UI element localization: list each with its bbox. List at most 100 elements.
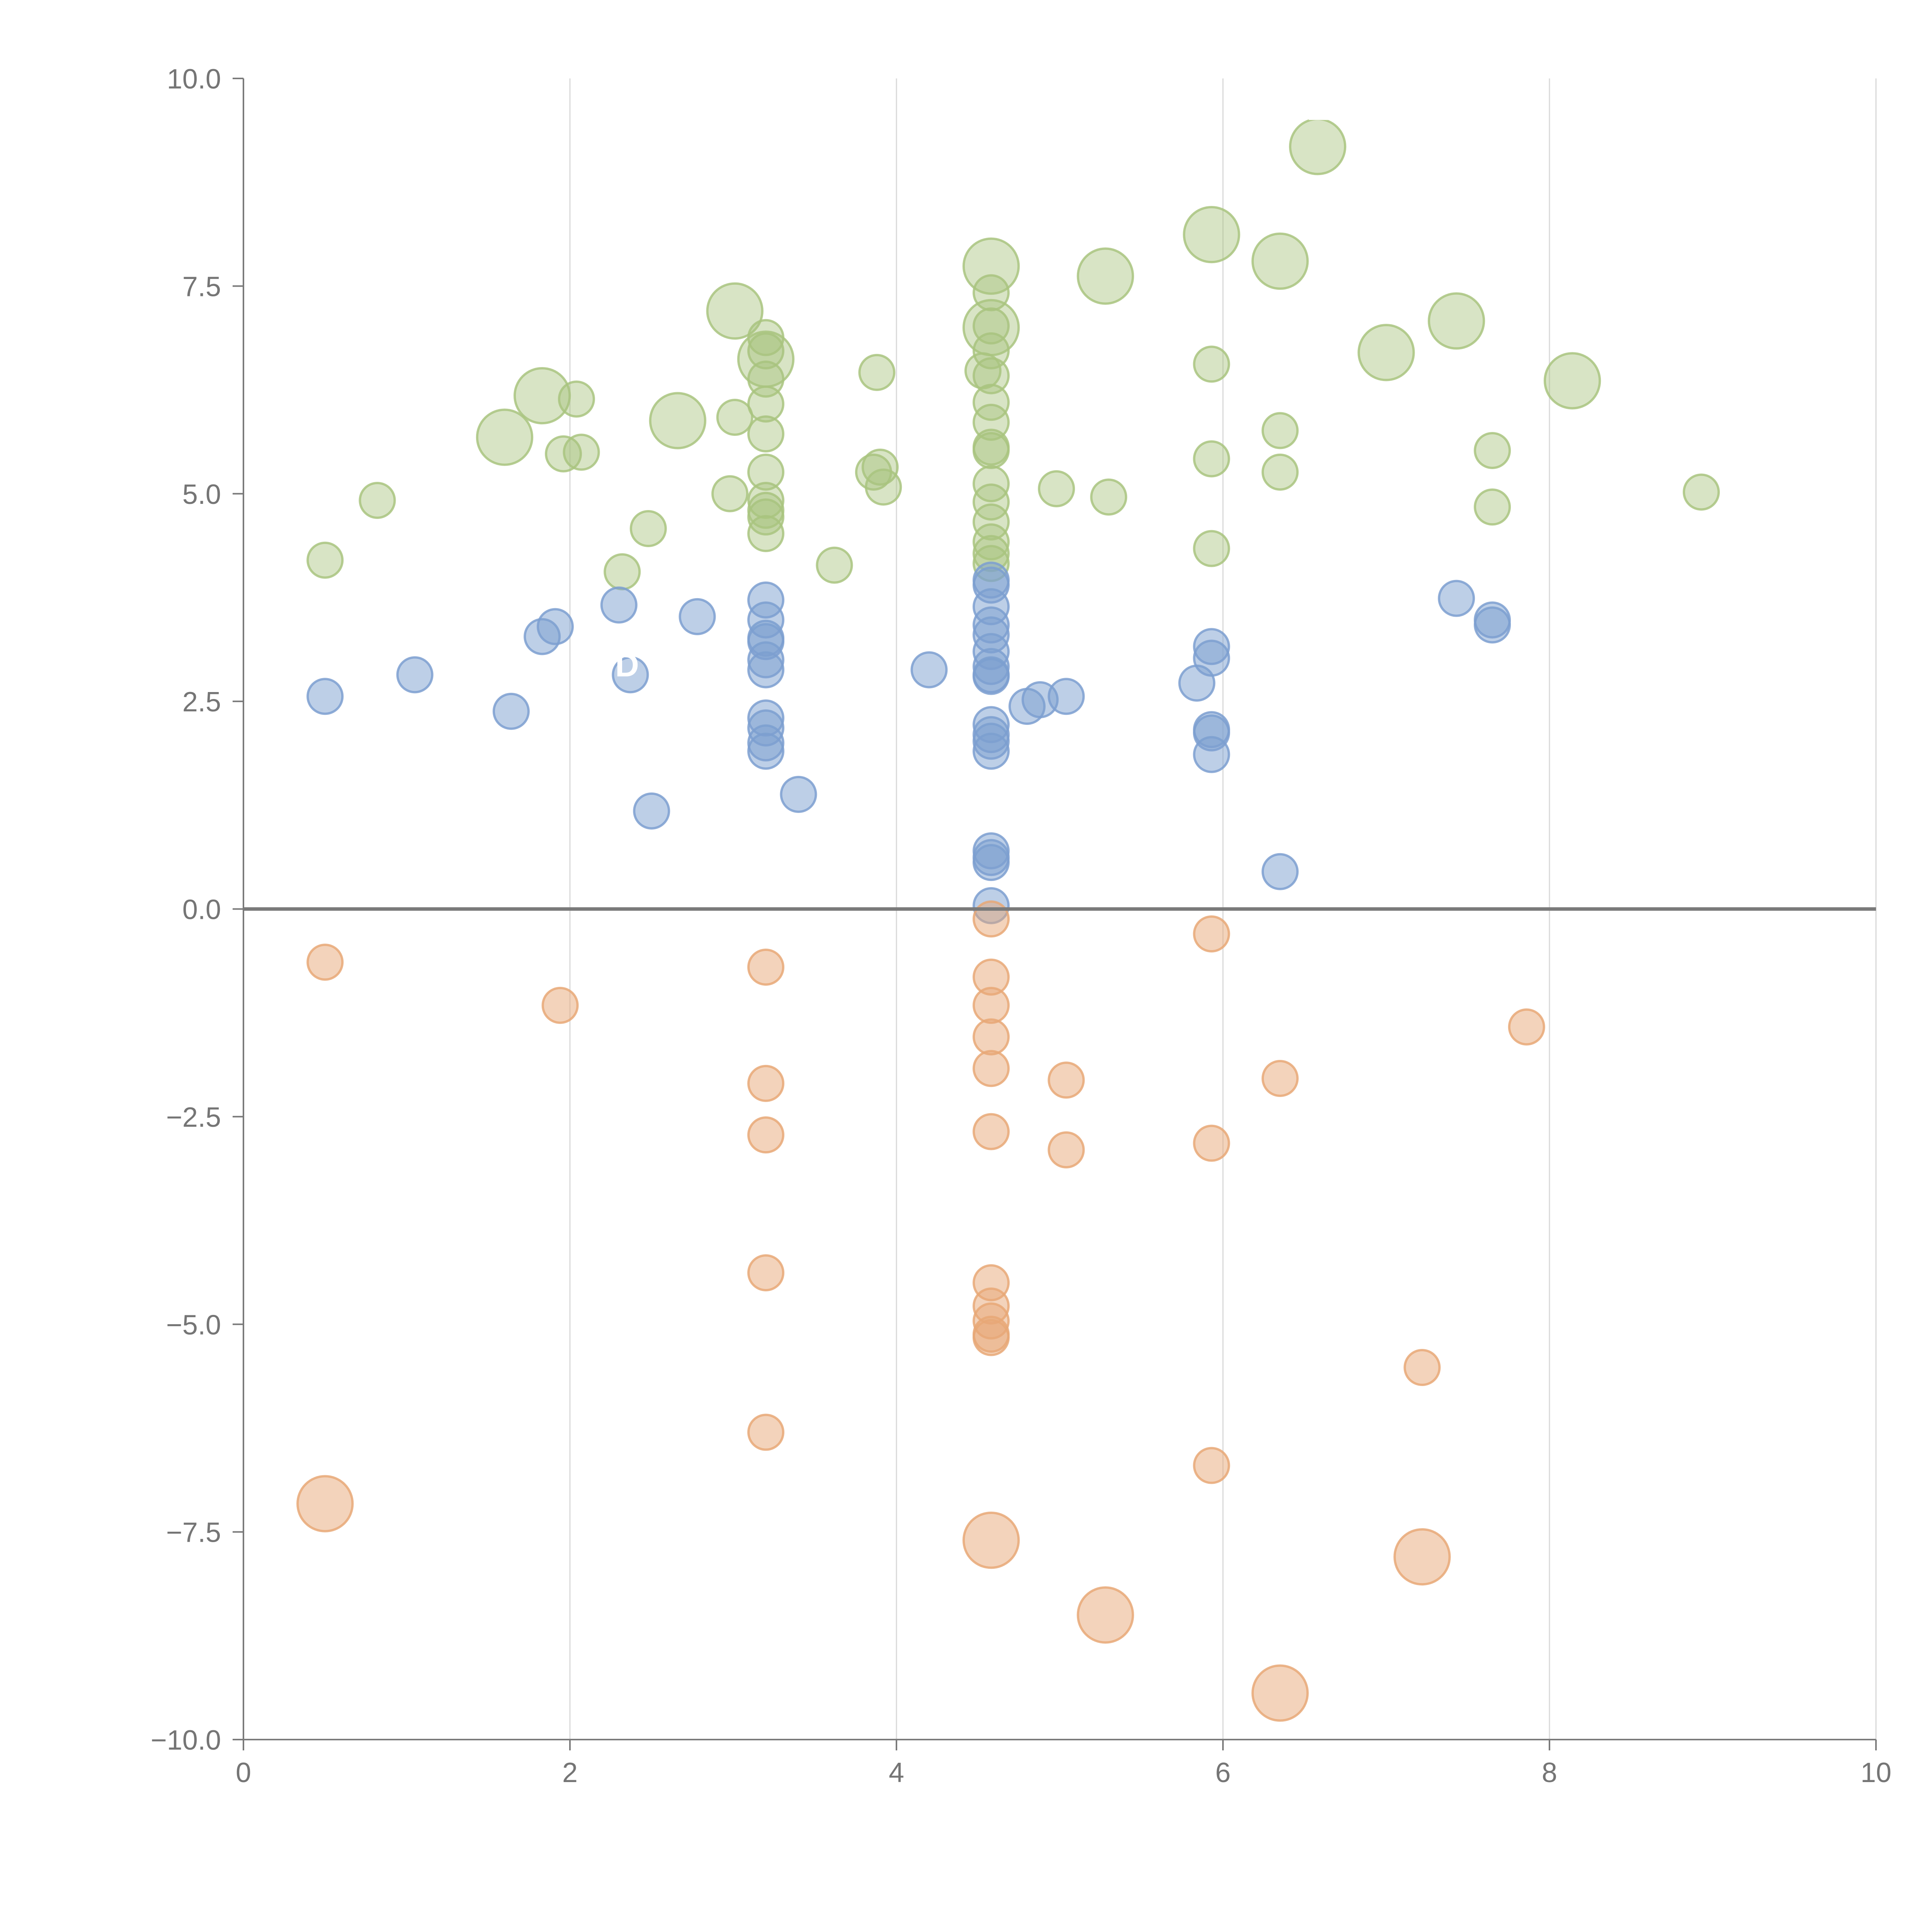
bubble-point[interactable]	[973, 403, 1010, 441]
bubble-point[interactable]	[1193, 711, 1230, 748]
bubble-point[interactable]	[962, 299, 1020, 357]
bubble-point[interactable]	[679, 598, 716, 635]
bubble-point[interactable]	[612, 656, 649, 694]
bubble-point[interactable]	[1048, 1061, 1085, 1099]
bubble-point[interactable]	[747, 453, 784, 491]
bubble-point[interactable]	[910, 651, 948, 689]
bubble-point[interactable]	[1508, 1008, 1545, 1046]
bubble-point[interactable]	[1261, 853, 1299, 890]
bubble-point[interactable]	[306, 678, 344, 715]
bubble-point[interactable]	[492, 692, 530, 730]
bubble-point[interactable]	[396, 656, 434, 694]
bubble-point[interactable]	[1193, 345, 1230, 383]
bubble-point[interactable]	[1261, 1060, 1299, 1097]
bubble-point[interactable]	[1251, 1664, 1309, 1722]
bubble-point[interactable]	[716, 398, 753, 436]
bubble-point[interactable]	[359, 481, 396, 519]
bubble-point[interactable]	[973, 307, 1010, 345]
bubble-point[interactable]	[962, 1511, 1020, 1569]
bubble-point[interactable]	[306, 541, 344, 579]
bubble-point[interactable]	[737, 330, 795, 388]
bubble-point[interactable]	[1403, 1349, 1441, 1386]
bubble-point[interactable]	[747, 1116, 784, 1154]
bubble-point[interactable]	[1474, 432, 1511, 469]
bubble-point[interactable]	[747, 948, 784, 986]
bubble-point[interactable]	[306, 944, 344, 981]
bubble-point[interactable]	[1474, 601, 1511, 639]
bubble-point[interactable]	[1193, 530, 1230, 567]
bubble-point[interactable]	[973, 1018, 1010, 1056]
bubble-point[interactable]	[1193, 915, 1230, 952]
bubble-point[interactable]	[973, 1050, 1010, 1087]
bubble-point[interactable]	[962, 237, 1020, 295]
bubble-point[interactable]	[1077, 1586, 1134, 1644]
bubble-point[interactable]	[973, 561, 1010, 599]
bubble-point[interactable]	[1038, 470, 1075, 507]
bubble-point[interactable]	[973, 986, 1010, 1024]
bubble-point[interactable]	[964, 352, 1002, 389]
bubble-point[interactable]	[1357, 324, 1415, 381]
x-tick-label: 10	[1861, 1757, 1891, 1788]
bubble-point[interactable]	[1474, 488, 1511, 526]
y-axis-ticks: 10.0 7.5 5.0 2.5 0.0 −2.5 −5.0 −7.5 −10.0	[151, 64, 243, 1756]
bubble-point[interactable]	[1193, 1124, 1230, 1162]
bubble-point[interactable]	[1048, 1131, 1085, 1168]
bubble-point[interactable]	[633, 792, 670, 830]
bubble-point[interactable]	[747, 1413, 784, 1451]
bubble-point[interactable]	[747, 481, 784, 519]
y-tick-label: 0.0	[182, 895, 221, 925]
bubble-point[interactable]	[973, 706, 1010, 743]
bubble-point[interactable]	[536, 608, 574, 645]
bubble-point[interactable]	[1393, 1528, 1451, 1586]
bubble-point[interactable]	[706, 282, 764, 340]
bubble-point[interactable]	[1193, 628, 1230, 665]
bubble-point[interactable]	[973, 900, 1010, 938]
bubble-point[interactable]	[747, 1065, 784, 1102]
bubble-point[interactable]	[1251, 232, 1309, 290]
bubble-point[interactable]	[973, 1113, 1010, 1150]
bubble-point[interactable]	[747, 1254, 784, 1291]
bubble-point[interactable]	[747, 699, 784, 737]
bubble-point[interactable]	[1090, 478, 1128, 516]
bubble-point[interactable]	[973, 503, 1010, 541]
bubble-point[interactable]	[858, 354, 896, 391]
bubble-point[interactable]	[747, 332, 784, 370]
bubble-point[interactable]	[1543, 352, 1601, 410]
bubble-point[interactable]	[1682, 473, 1720, 511]
bubble-point[interactable]	[514, 367, 571, 425]
bubble-point[interactable]	[600, 586, 638, 624]
bubble-point[interactable]	[649, 392, 707, 449]
bubble-point[interactable]	[973, 1319, 1010, 1356]
bubble-point[interactable]	[1428, 292, 1485, 350]
y-tick-label: 5.0	[182, 479, 221, 510]
bubble-point[interactable]	[865, 468, 902, 506]
bubble-point[interactable]	[973, 465, 1010, 502]
bubble-point[interactable]	[1193, 1447, 1230, 1484]
bubble-point[interactable]	[541, 986, 579, 1024]
y-tick-label: 10.0	[167, 64, 221, 95]
bubble-point[interactable]	[747, 581, 784, 619]
bubble-point[interactable]	[476, 408, 534, 466]
bubble-point[interactable]	[629, 510, 667, 548]
bubble-point[interactable]	[1289, 118, 1347, 175]
bubble-point[interactable]	[1193, 440, 1230, 478]
bubble-point[interactable]	[1261, 412, 1299, 449]
bubble-point[interactable]	[1261, 453, 1299, 491]
bubble-point[interactable]	[563, 434, 600, 471]
bubble-point[interactable]	[816, 546, 853, 584]
bubble-point[interactable]	[1438, 580, 1475, 617]
bubble-point[interactable]	[604, 553, 641, 590]
bubble-point[interactable]	[1048, 678, 1085, 715]
bubble-point[interactable]	[711, 475, 749, 512]
bubble-point[interactable]	[747, 415, 784, 452]
bubble-point[interactable]	[747, 492, 784, 529]
bubble-point[interactable]	[296, 1475, 354, 1532]
bubble-point[interactable]	[558, 380, 595, 418]
bubble-point[interactable]	[1077, 247, 1134, 305]
bubble-point[interactable]	[780, 776, 817, 813]
bubble-point[interactable]	[973, 832, 1010, 870]
bubble-point[interactable]	[1183, 206, 1240, 264]
bubble-label: D	[615, 647, 639, 684]
bubble-point[interactable]	[973, 523, 1010, 561]
